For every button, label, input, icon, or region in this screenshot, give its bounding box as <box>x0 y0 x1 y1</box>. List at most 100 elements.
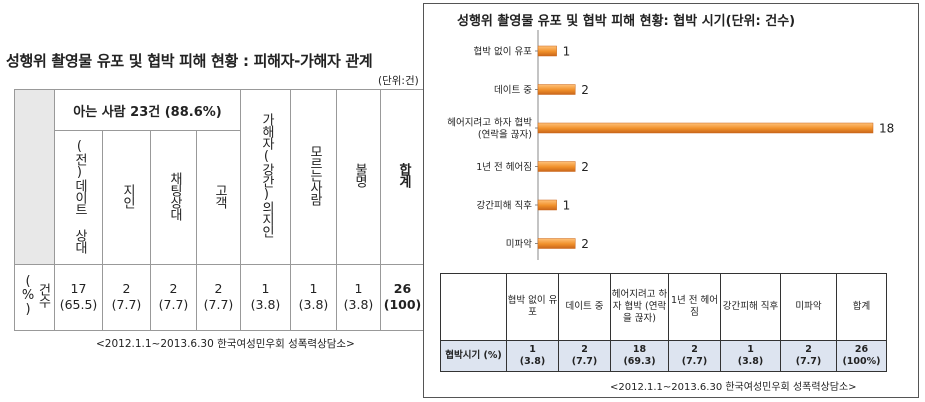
pct-value: (3.8) <box>250 297 281 313</box>
col-header: 협박 없이 유포 <box>506 273 559 341</box>
count-value: 2 <box>805 344 812 356</box>
bar-value-label: 1 <box>563 45 571 59</box>
known-person-group-header: 아는 사람 23건 (88.6%) <box>54 89 241 131</box>
col-header-cell: 가해자(강간)의지인 <box>240 89 291 265</box>
count-value: 26 <box>854 344 869 356</box>
count-value: 17 <box>70 280 87 296</box>
left-table-title: 성행위 촬영물 유포 및 협박 피해 현황 : 피해자-가해자 관계 <box>6 52 373 70</box>
col-header-cell: 불명 <box>336 89 381 265</box>
count-value: 2 <box>122 280 131 296</box>
data-cell: 2 (7.7) <box>780 340 837 372</box>
data-cell: 1 (3.8) <box>506 340 559 372</box>
row-label: 협박시기 (%) <box>440 340 507 372</box>
count-value: 1 <box>309 280 318 296</box>
count-value: 1 <box>529 344 536 356</box>
bar-value-label: 1 <box>563 199 571 213</box>
bar-value-label: 2 <box>581 160 589 174</box>
bar <box>537 199 557 211</box>
data-cell-total: 26 (100) <box>380 264 425 331</box>
chart-marks: 협박 없이 유포 1 데이트 중 2 헤어지려고 하자 협박 (연락을 끊자) 18 1년 전… <box>447 45 894 252</box>
col-header: 모르는사람 <box>306 145 322 205</box>
category-label: 강간피해 직후 <box>477 200 533 212</box>
count-value: 26 <box>393 280 412 296</box>
col-header: 지인 <box>119 183 135 208</box>
col-header-cell: 합계 <box>380 89 425 265</box>
table-row: 협박시기 (%) 1 (3.8) 2 (7.7) 18 (69.3) 2 (7.7) 1… <box>440 340 887 372</box>
pct-value: (7.7) <box>681 356 708 367</box>
pct-value: (3.8) <box>298 297 329 313</box>
corner-cell <box>14 89 55 265</box>
col-header-total: 합계 <box>395 163 411 187</box>
data-cell: 2 (7.7) <box>558 340 611 372</box>
bar <box>537 238 576 249</box>
count-value: 1 <box>354 280 363 296</box>
pct-value: (7.7) <box>111 297 142 313</box>
data-cell: 1 (3.8) <box>240 264 291 331</box>
col-header: 데이트 중 <box>558 273 611 341</box>
col-header: 강간피해 직후 <box>720 273 781 341</box>
count-value: 1 <box>747 344 754 356</box>
data-cell: 1 (3.8) <box>290 264 337 331</box>
col-header-cell: 고객 <box>196 130 241 265</box>
data-cell: 2 (7.7) <box>196 264 241 331</box>
count-value: 1 <box>261 280 270 296</box>
count-value: 18 <box>632 344 647 356</box>
count-value: 2 <box>691 344 698 356</box>
bar-value-label: 2 <box>581 83 589 97</box>
bar <box>537 84 576 95</box>
pct-value: (7.7) <box>158 297 189 313</box>
table-header-row: 협박 없이 유포 데이트 중 헤어지려고 하자 협박 (연락을 끊자) 1년 전… <box>440 273 887 341</box>
col-header: (전)데이트 상대 <box>71 138 87 253</box>
data-cell: 1 (3.8) <box>336 264 381 331</box>
bar-value-label: 18 <box>879 122 894 136</box>
pct-value: (65.5) <box>59 297 98 313</box>
bar <box>537 161 576 172</box>
left-source-note: <2012.1.1~2013.6.30 한국여성민우회 성폭력상담소> <box>96 338 355 350</box>
col-header-cell: 모르는사람 <box>290 89 337 265</box>
bar <box>537 122 874 134</box>
count-value: 2 <box>214 280 223 296</box>
col-header-cell: 채팅상대 <box>150 130 197 265</box>
corner-cell <box>440 273 507 341</box>
data-cell: 1 (3.8) <box>720 340 781 372</box>
col-header-cell: 지인 <box>102 130 151 265</box>
right-source-note: <2012.1.1~2013.6.30 한국여성민우회 성폭력상담소> <box>610 382 857 393</box>
pct-value: (69.3) <box>623 356 656 367</box>
category-label: 헤어지려고 하자 협박 (연락을 끊자) <box>447 117 532 141</box>
count-value: 2 <box>169 280 178 296</box>
category-label: 1년 전 헤어짐 <box>476 161 532 173</box>
bar-chart: 협박 없이 유포 1 데이트 중 2 헤어지려고 하자 협박 (연락을 끊자) 18 1년 전… <box>447 30 894 260</box>
pct-value: (7.7) <box>203 297 234 313</box>
pct-value: (100%) <box>842 356 881 367</box>
col-header: 합계 <box>836 273 887 341</box>
category-label: 데이트 중 <box>494 85 532 96</box>
data-cell: 17 (65.5) <box>54 264 103 331</box>
threat-timing-table: 협박 없이 유포 데이트 중 헤어지려고 하자 협박 (연락을 끊자) 1년 전… <box>440 273 887 372</box>
bar <box>537 45 557 57</box>
pct-value: (3.8) <box>519 356 546 367</box>
left-unit-label: (단위:건) <box>378 75 419 87</box>
col-header: 1년 전 헤어짐 <box>668 273 721 341</box>
pct-value: (7.7) <box>795 356 822 367</box>
col-header: 고객 <box>211 183 227 208</box>
col-header-cell: (전)데이트 상대 <box>54 130 103 265</box>
data-cell: 2 (7.7) <box>150 264 197 331</box>
col-header: 헤어지려고 하자 협박 (연락을 끊자) <box>610 273 669 341</box>
bar-value-label: 2 <box>581 237 589 251</box>
pct-value: (3.8) <box>737 356 764 367</box>
row-label-cell: 건수(%) <box>14 264 55 331</box>
count-value: 2 <box>581 344 588 356</box>
pct-value: (7.7) <box>571 356 598 367</box>
data-cell: 2 (7.7) <box>668 340 721 372</box>
col-header: 불명 <box>351 163 367 187</box>
category-label: 협박 없이 유포 <box>474 46 533 58</box>
col-header: 미파악 <box>780 273 837 341</box>
pct-value: (100) <box>383 297 422 313</box>
data-cell: 18 (69.3) <box>610 340 669 372</box>
row-label: 건수(%) <box>20 274 51 316</box>
table-row: 건수(%) 17 (65.5) 2 (7.7) 2 (7.7) 2 (7.7) 1 (3.… <box>14 264 425 331</box>
col-header: 가해자(강간)의지인 <box>258 113 274 237</box>
data-cell: 26 (100%) <box>836 340 887 372</box>
relationship-table: 아는 사람 23건 (88.6%) 가해자(강간)의지인 모르는사람 불명 합계… <box>14 89 425 331</box>
col-header: 채팅상대 <box>166 171 182 220</box>
